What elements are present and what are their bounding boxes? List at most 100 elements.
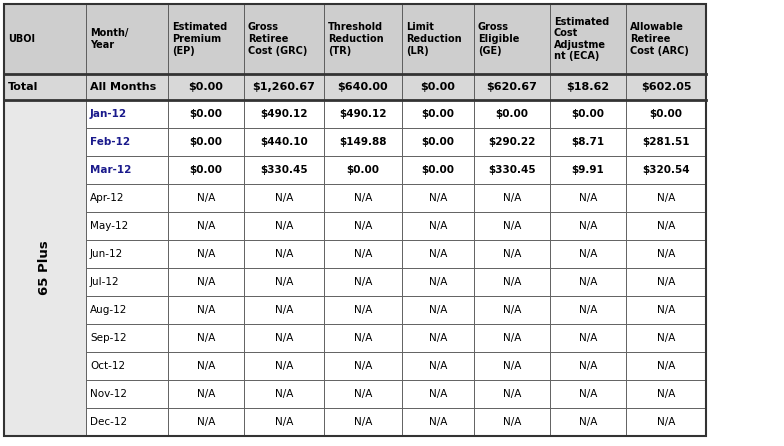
- Text: N/A: N/A: [275, 389, 293, 399]
- Text: N/A: N/A: [429, 389, 447, 399]
- Bar: [86, 296, 168, 324]
- Text: $0.00: $0.00: [420, 82, 456, 92]
- Text: N/A: N/A: [579, 277, 597, 287]
- Text: $0.00: $0.00: [572, 109, 604, 119]
- Bar: [168, 128, 244, 156]
- Text: $0.00: $0.00: [422, 109, 455, 119]
- Bar: [474, 352, 550, 380]
- Text: Feb-12: Feb-12: [90, 137, 130, 147]
- Text: N/A: N/A: [354, 193, 372, 203]
- Text: N/A: N/A: [503, 277, 521, 287]
- Text: Mar-12: Mar-12: [90, 165, 132, 175]
- Bar: [168, 408, 244, 436]
- Bar: [626, 324, 706, 352]
- Text: $0.00: $0.00: [190, 165, 223, 175]
- Bar: [168, 324, 244, 352]
- Bar: [474, 184, 550, 212]
- Text: Gross
Retiree
Cost (GRC): Gross Retiree Cost (GRC): [248, 22, 307, 56]
- Text: N/A: N/A: [275, 305, 293, 315]
- Text: N/A: N/A: [275, 221, 293, 231]
- Text: N/A: N/A: [657, 417, 675, 427]
- Bar: [402, 240, 474, 268]
- Text: Allowable
Retiree
Cost (ARC): Allowable Retiree Cost (ARC): [630, 22, 689, 56]
- Text: N/A: N/A: [354, 333, 372, 343]
- Bar: [244, 212, 324, 240]
- Bar: [86, 4, 168, 74]
- Text: $330.45: $330.45: [488, 165, 535, 175]
- Text: N/A: N/A: [197, 333, 215, 343]
- Text: Jan-12: Jan-12: [90, 109, 127, 119]
- Text: N/A: N/A: [429, 221, 447, 231]
- Text: N/A: N/A: [503, 361, 521, 371]
- Bar: [244, 100, 324, 128]
- Bar: [324, 100, 402, 128]
- Text: N/A: N/A: [429, 333, 447, 343]
- Bar: [402, 296, 474, 324]
- Text: $8.71: $8.71: [572, 137, 604, 147]
- Bar: [168, 74, 244, 100]
- Bar: [402, 268, 474, 296]
- Text: N/A: N/A: [429, 417, 447, 427]
- Text: UBOI: UBOI: [8, 34, 35, 44]
- Text: $440.10: $440.10: [260, 137, 308, 147]
- Text: N/A: N/A: [503, 221, 521, 231]
- Text: N/A: N/A: [197, 417, 215, 427]
- Bar: [4, 4, 706, 436]
- Text: N/A: N/A: [429, 193, 447, 203]
- Text: N/A: N/A: [579, 333, 597, 343]
- Text: $0.00: $0.00: [649, 109, 683, 119]
- Text: N/A: N/A: [503, 305, 521, 315]
- Bar: [626, 212, 706, 240]
- Bar: [244, 156, 324, 184]
- Bar: [402, 74, 474, 100]
- Text: 65 Plus: 65 Plus: [38, 241, 52, 295]
- Text: Estimated
Cost
Adjustme
nt (ECA): Estimated Cost Adjustme nt (ECA): [554, 17, 609, 62]
- Bar: [168, 268, 244, 296]
- Text: $602.05: $602.05: [641, 82, 691, 92]
- Bar: [324, 296, 402, 324]
- Text: $9.91: $9.91: [572, 165, 604, 175]
- Bar: [402, 4, 474, 74]
- Bar: [86, 408, 168, 436]
- Bar: [86, 156, 168, 184]
- Text: N/A: N/A: [579, 361, 597, 371]
- Bar: [474, 324, 550, 352]
- Text: N/A: N/A: [579, 417, 597, 427]
- Bar: [402, 156, 474, 184]
- Bar: [550, 128, 626, 156]
- Bar: [550, 268, 626, 296]
- Text: $290.22: $290.22: [488, 137, 535, 147]
- Bar: [168, 352, 244, 380]
- Bar: [550, 380, 626, 408]
- Text: Nov-12: Nov-12: [90, 389, 127, 399]
- Text: N/A: N/A: [657, 193, 675, 203]
- Text: N/A: N/A: [275, 417, 293, 427]
- Bar: [324, 380, 402, 408]
- Bar: [474, 212, 550, 240]
- Bar: [86, 352, 168, 380]
- Text: N/A: N/A: [275, 361, 293, 371]
- Bar: [244, 380, 324, 408]
- Text: N/A: N/A: [657, 249, 675, 259]
- Bar: [402, 184, 474, 212]
- Text: N/A: N/A: [275, 333, 293, 343]
- Bar: [86, 268, 168, 296]
- Text: Threshold
Reduction
(TR): Threshold Reduction (TR): [328, 22, 383, 56]
- Bar: [324, 128, 402, 156]
- Bar: [474, 156, 550, 184]
- Bar: [626, 74, 706, 100]
- Bar: [402, 212, 474, 240]
- Bar: [4, 100, 86, 436]
- Text: N/A: N/A: [579, 193, 597, 203]
- Bar: [402, 324, 474, 352]
- Text: N/A: N/A: [429, 361, 447, 371]
- Text: Gross
Eligible
(GE): Gross Eligible (GE): [478, 22, 519, 56]
- Text: $330.45: $330.45: [260, 165, 308, 175]
- Text: N/A: N/A: [657, 361, 675, 371]
- Bar: [244, 296, 324, 324]
- Text: N/A: N/A: [657, 305, 675, 315]
- Text: $490.12: $490.12: [339, 109, 387, 119]
- Text: N/A: N/A: [354, 417, 372, 427]
- Text: Limit
Reduction
(LR): Limit Reduction (LR): [406, 22, 462, 56]
- Bar: [324, 4, 402, 74]
